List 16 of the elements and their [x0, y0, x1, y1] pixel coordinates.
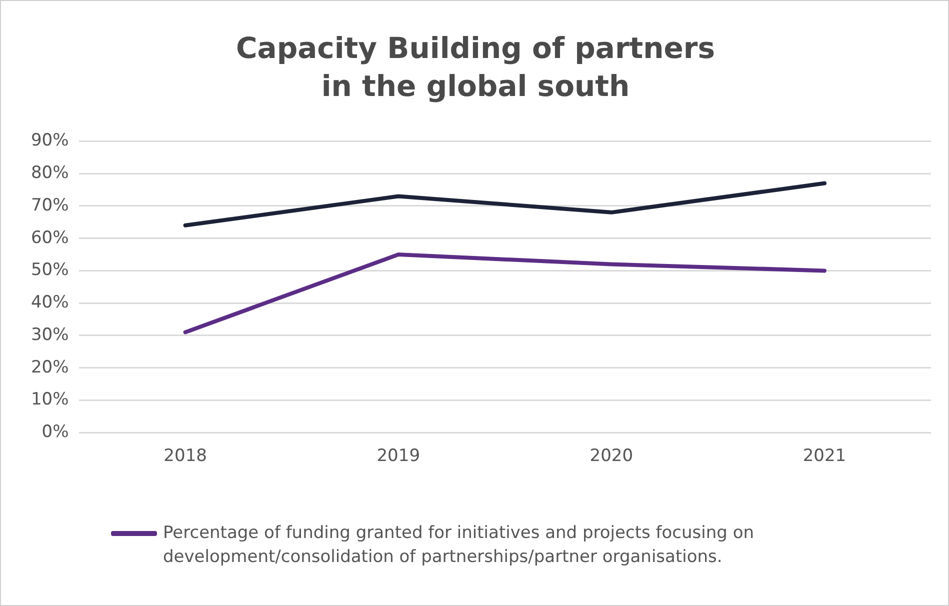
y-tick-label: 20% [30, 357, 69, 378]
y-tick-label: 10% [30, 390, 69, 410]
y-tick-label: 70% [30, 195, 69, 216]
y-tick-label: 80% [30, 163, 69, 183]
y-tick-label: 90% [30, 130, 69, 151]
chart-title: Capacity Building of partners in the global south [234, 30, 716, 105]
x-tick-label: 2018 [164, 446, 207, 466]
y-tick-label: 30% [30, 324, 69, 345]
x-tick-label: 2020 [590, 446, 634, 466]
y-tick-label: 60% [30, 228, 69, 248]
x-tick-label: 2021 [802, 446, 846, 466]
legend-label: Percentage of funding granted for initiatives and projects focusing on development/consolidation of partnerships/partner organisations. [163, 522, 755, 569]
y-tick-label: 0% [42, 422, 69, 442]
y-tick-label: 40% [30, 292, 69, 313]
y-tick-label: 50% [30, 260, 69, 280]
x-tick-label: 2019 [376, 446, 420, 466]
